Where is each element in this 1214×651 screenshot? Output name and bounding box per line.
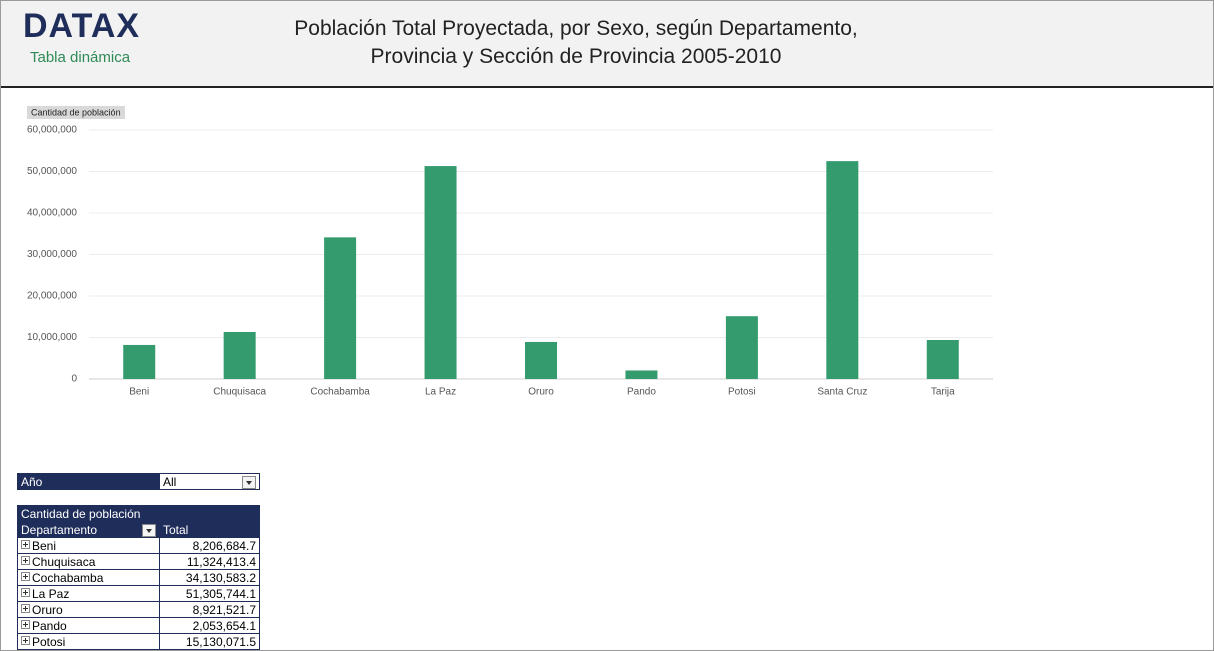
row-value: 51,305,744.1 [159, 585, 260, 602]
column-name: Departamento [21, 522, 98, 537]
row: Oruro 8,921,521.7 [17, 601, 260, 618]
x-tick-label: Chuquisaca [213, 387, 266, 398]
y-tick-label: 10,000,000 [27, 332, 77, 343]
row: Chuquisaca 11,324,413.4 [17, 553, 260, 570]
row-label-cell: La Paz [17, 585, 160, 602]
row: La Paz 51,305,744.1 [17, 585, 260, 602]
x-tick-label: Potosi [728, 387, 756, 398]
row: Potosi 15,130,071.5 [17, 633, 260, 650]
chart: Cantidad de población 0 10,000,000 20,000,… [27, 106, 993, 398]
filter-value: All [163, 474, 177, 489]
row-value: 34,130,583.2 [159, 569, 260, 586]
x-tick-label: Oruro [528, 387, 554, 398]
expand-icon[interactable] [21, 555, 30, 565]
y-tick-label: 50,000,000 [27, 166, 77, 177]
y-tick-label: 0 [71, 374, 77, 385]
expand-icon[interactable] [21, 587, 30, 597]
bar [223, 332, 256, 379]
x-tick-label: Cochabamba [310, 387, 370, 398]
row-value: 8,921,521.7 [159, 601, 260, 618]
row-label: Beni [32, 538, 57, 553]
expand-icon[interactable] [21, 635, 30, 645]
row-label-cell: Chuquisaca [17, 553, 160, 570]
row: Beni 8,206,684.7 [17, 537, 260, 554]
row-value: 15,130,071.5 [159, 633, 260, 650]
row-value: 2,053,654.1 [159, 617, 260, 634]
expand-icon[interactable] [21, 571, 30, 581]
dropdown[interactable] [242, 475, 256, 489]
empty-cell [159, 505, 260, 522]
bar [826, 161, 859, 379]
row-label: La Paz [32, 586, 70, 601]
row-label-cell: Potosi [17, 633, 160, 650]
logo-subtitle: Tabla dinámica [30, 49, 131, 66]
logo: DATAX [23, 7, 141, 45]
row: Cochabamba 34,130,583.2 [17, 569, 260, 586]
pivot-table: Cantidad de población Departamento Total… [17, 505, 260, 650]
row-label: Chuquisaca [32, 554, 96, 569]
y-tick-label: 20,000,000 [27, 291, 77, 302]
row-label-cell: Beni [17, 537, 160, 554]
bar [725, 316, 758, 379]
x-tick-label: Beni [129, 387, 149, 398]
row-label-cell: Pando [17, 617, 160, 634]
title: Provincia y Sección de Provincia 2005-20… [370, 45, 782, 68]
bar [424, 166, 457, 379]
bar [525, 341, 557, 379]
rows: Beni 8,206,684.7 Chuquisaca 11,324,413.4 Coc… [17, 537, 260, 650]
expand-icon[interactable] [21, 539, 30, 549]
title: Población Total Proyectada, por Sexo, se… [294, 17, 858, 40]
filter: Año All [17, 473, 260, 490]
row: Pando 2,053,654.1 [17, 617, 260, 634]
row-label: Potosi [32, 634, 66, 649]
expand-icon[interactable] [21, 603, 30, 613]
y-label-bg [27, 106, 125, 119]
filter-label: Año [17, 473, 160, 490]
row-label: Pando [32, 618, 67, 633]
y-axis-label: Cantidad de población [31, 107, 121, 117]
row-label: Oruro [32, 602, 63, 617]
pivot-caption: Cantidad de población [17, 505, 160, 522]
column-header: Total [159, 521, 260, 538]
y-tick-label: 30,000,000 [27, 249, 77, 260]
x-tick-label: La Paz [425, 387, 456, 398]
x-tick-label: Pando [627, 387, 656, 398]
row-value: 11,324,413.4 [159, 553, 260, 570]
y-tick-label: 40,000,000 [27, 208, 77, 219]
column-header: Departamento [17, 521, 160, 538]
bar [324, 237, 357, 379]
header: DATAX Tabla dinámica Población Total Pro… [1, 1, 1213, 88]
y-tick-label: 60,000,000 [27, 125, 77, 136]
row-label-cell: Cochabamba [17, 569, 160, 586]
x-tick-label: Santa Cruz [817, 387, 867, 398]
x-tick-label: Tarija [931, 387, 955, 398]
row-label-cell: Oruro [17, 601, 160, 618]
bar [926, 339, 959, 379]
row-value: 8,206,684.7 [159, 537, 260, 554]
expand-icon[interactable] [21, 619, 30, 629]
bar [625, 370, 658, 379]
filter-select[interactable]: All [159, 473, 260, 490]
row-label: Cochabamba [32, 570, 104, 585]
bar [123, 344, 156, 379]
dropdown[interactable] [142, 523, 156, 537]
